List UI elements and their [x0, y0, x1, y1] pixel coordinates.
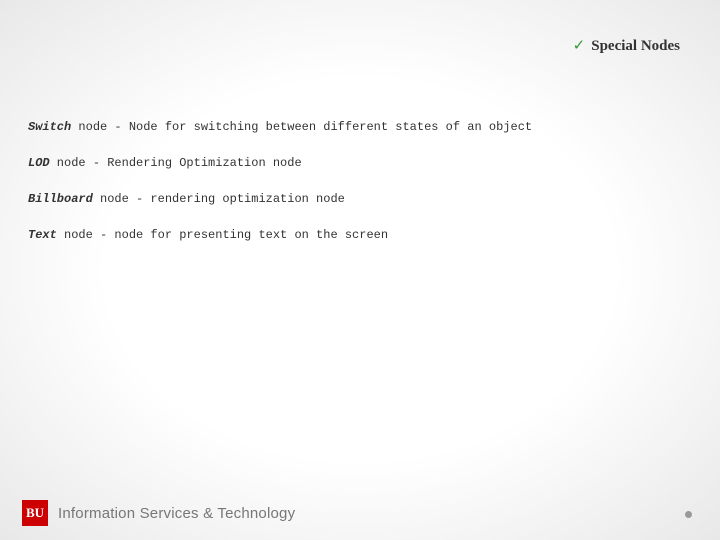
- term: Billboard: [28, 192, 93, 206]
- heading-title: Special Nodes: [591, 38, 680, 54]
- definition-text: node - rendering optimization node: [93, 192, 345, 206]
- term: Text: [28, 228, 57, 242]
- term: LOD: [28, 156, 50, 170]
- definition-line: Billboard node - rendering optimization …: [28, 192, 692, 206]
- footer-org-text: Information Services & Technology: [58, 505, 295, 522]
- content-block: Switch node - Node for switching between…: [28, 120, 692, 264]
- footer: BU Information Services & Technology: [22, 500, 295, 526]
- definition-text: node - Rendering Optimization node: [50, 156, 302, 170]
- definition-text: node - node for presenting text on the s…: [57, 228, 388, 242]
- definition-line: LOD node - Rendering Optimization node: [28, 156, 692, 170]
- checkmark-icon: ✓: [573, 38, 586, 54]
- page-indicator-icon: [685, 511, 692, 518]
- definition-line: Switch node - Node for switching between…: [28, 120, 692, 134]
- logo-icon: BU: [22, 500, 48, 526]
- term: Switch: [28, 120, 71, 134]
- slide-heading: ✓ Special Nodes: [573, 36, 680, 55]
- definition-line: Text node - node for presenting text on …: [28, 228, 692, 242]
- definition-text: node - Node for switching between differ…: [71, 120, 532, 134]
